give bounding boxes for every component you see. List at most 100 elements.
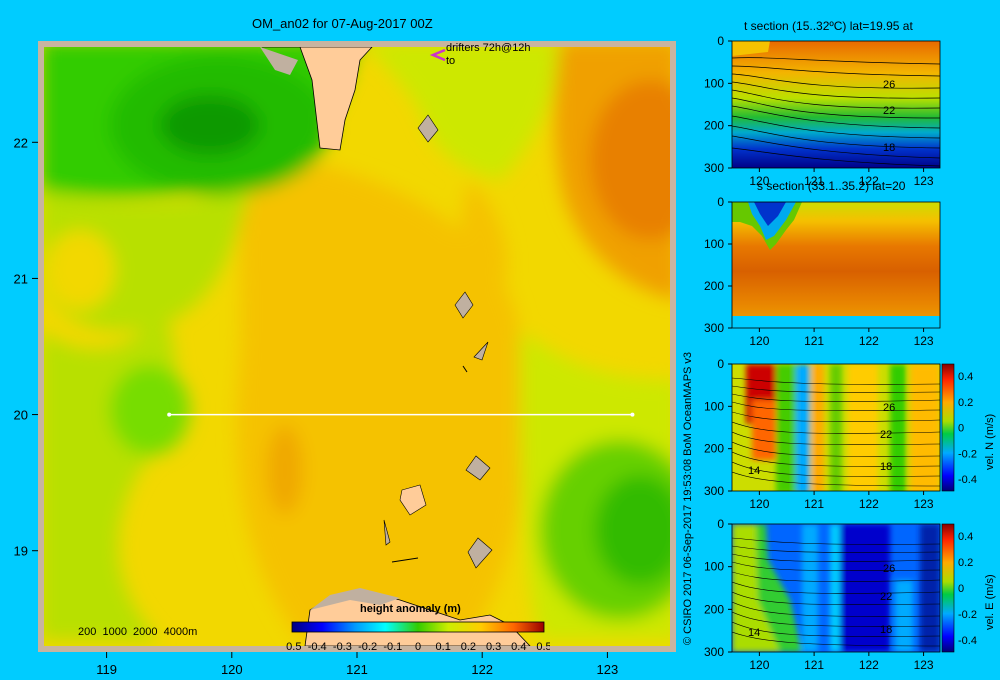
panel-x-tick-label: 123: [914, 497, 934, 511]
section-panels: 26 22 18: [704, 34, 977, 672]
t-section-plot: [732, 41, 940, 168]
section-line-start: [167, 412, 172, 417]
depth-contours-label: 200 1000 2000 4000m: [78, 626, 198, 638]
section-line-end: [630, 412, 635, 417]
colorbar-tick-label: 0.3: [486, 641, 501, 653]
map-y-tick-label: 21: [14, 271, 28, 286]
panel-y-tick-label: 200: [704, 279, 724, 293]
n-contour-label-14: 14: [748, 465, 760, 477]
colorbar-title: height anomaly (m): [360, 603, 461, 615]
vel-n-colorbar: [941, 363, 955, 492]
colorbar-tick-label: 0.1: [436, 641, 451, 653]
panel-x-tick-label: 120: [749, 334, 769, 348]
vel-colorbar-tick-label: 0: [958, 423, 964, 435]
panel-y-tick-label: 100: [704, 560, 724, 574]
panel-y-tick-label: 300: [704, 484, 724, 498]
vel-colorbar-tick-label: -0.2: [958, 448, 977, 460]
panel-x-tick-label: 122: [859, 658, 879, 672]
e-contour-label-26: 26: [883, 563, 895, 575]
panel-x-tick-label: 121: [804, 174, 824, 188]
panel-x-tick-label: 123: [914, 334, 934, 348]
panel-x-tick-label: 122: [859, 334, 879, 348]
t-contour-label-26: 26: [883, 79, 895, 91]
n-contour-label-26: 26: [883, 402, 895, 414]
vel-e-section-plot: [732, 524, 940, 652]
map-y-tick-label: 19: [14, 544, 28, 559]
vel-colorbar-tick-label: -0.2: [958, 609, 977, 621]
map-y-tick-label: 22: [14, 135, 28, 150]
vel-n-colorbar-label: vel. N (m/s): [984, 413, 996, 470]
panel-y-tick-label: 100: [704, 237, 724, 251]
panel-x-tick-label: 121: [804, 658, 824, 672]
map-title: OM_an02 for 07-Aug-2017 00Z: [252, 16, 433, 31]
panel-y-tick-label: 200: [704, 442, 724, 456]
map-y-tick-label: 20: [14, 408, 28, 423]
panel-x-tick-label: 123: [914, 658, 934, 672]
colorbar-tick-label: -0.3: [333, 641, 352, 653]
vel-colorbar-tick-label: 0.2: [958, 397, 973, 409]
panel-x-tick-label: 120: [749, 658, 769, 672]
panel-axes: 120 121 122 123 0 100 200 300 120 121 122 123 0 100 20…: [704, 34, 977, 672]
s-section-plot: [732, 202, 940, 328]
panel-y-tick-label: 0: [717, 195, 724, 209]
panel-y-tick-label: 0: [717, 517, 724, 531]
panel-y-tick-label: 200: [704, 602, 724, 616]
vel-e-colorbar-label: vel. E (m/s): [984, 574, 996, 630]
panel-y-tick-label: 100: [704, 399, 724, 413]
map-x-tick-label: 122: [471, 662, 493, 677]
panel-y-tick-label: 300: [704, 645, 724, 659]
colorbar-tick-label: 0.5: [536, 641, 550, 653]
panel-frame: [731, 40, 941, 169]
vel-e-colorbar: [941, 523, 955, 653]
t-contour-label-22: 22: [883, 105, 895, 117]
panel-y-tick-label: 300: [704, 161, 724, 175]
panel-frame: [731, 363, 941, 492]
colorbar-tick-label: 0.2: [461, 641, 476, 653]
main-map: 119 120 121 122 123 19 20 21 22: [14, 41, 676, 677]
land-taiwan: [262, 47, 373, 151]
panel-x-tick-label: 120: [749, 497, 769, 511]
vel-colorbar-tick-label: -0.4: [958, 635, 977, 647]
panel-y-tick-label: 200: [704, 119, 724, 133]
vel-colorbar-tick-label: 0.4: [958, 531, 973, 543]
colorbar-tick-label: 0.4: [511, 641, 526, 653]
panel-x-tick-label: 121: [804, 334, 824, 348]
colorbar-tick-label: -0.4: [308, 641, 327, 653]
panel-x-tick-label: 123: [914, 174, 934, 188]
drifters-to-label: to: [446, 55, 456, 67]
section-line: [167, 412, 635, 417]
map-ticks: 119 120 121 122 123 19 20 21 22: [14, 135, 619, 677]
panel-x-tick-label: 122: [859, 497, 879, 511]
drifter-icon: [429, 48, 446, 62]
colorbar-tick-label: -0.1: [383, 641, 402, 653]
vel-colorbar-tick-label: 0.2: [958, 557, 973, 569]
e-contour-label-22: 22: [880, 591, 892, 603]
colorbar-tick-label: -0.5: [286, 641, 301, 653]
e-contour-label-18: 18: [880, 624, 892, 636]
n-contour-label-18: 18: [880, 461, 892, 473]
e-contour-label-14: 14: [748, 627, 760, 639]
map-x-tick-label: 120: [221, 662, 243, 677]
vel-n-section-plot: [732, 364, 940, 491]
n-contour-label-22: 22: [880, 429, 892, 441]
panel-y-tick-label: 0: [717, 34, 724, 48]
panel-y-tick-label: 0: [717, 357, 724, 371]
s-section-title: s section (33.1..35.2) lat=20: [757, 179, 906, 193]
panel-y-tick-label: 300: [704, 321, 724, 335]
height-colorbar: -0.5 -0.4 -0.3 -0.2 -0.1 0 0.1 0.2 0.3 0.4 0.5: [286, 621, 550, 653]
islands: [383, 114, 493, 569]
colorbar-tick-label: -0.2: [358, 641, 377, 653]
colorbar-tick-label: 0: [415, 641, 421, 653]
panel-frame: [731, 201, 941, 329]
drifters-label: drifters 72h@12h: [446, 42, 531, 54]
panel-x-tick-label: 121: [804, 497, 824, 511]
t-contour-label-18: 18: [883, 142, 895, 154]
vel-colorbar-tick-label: 0.4: [958, 371, 973, 383]
panel-y-tick-label: 100: [704, 76, 724, 90]
map-x-tick-label: 121: [346, 662, 368, 677]
map-x-tick-label: 123: [597, 662, 619, 677]
map-x-tick-label: 119: [96, 662, 117, 677]
vel-colorbar-tick-label: 0: [958, 583, 964, 595]
panel-x-tick-label: 122: [859, 174, 879, 188]
panel-x-tick-label: 120: [749, 174, 769, 188]
